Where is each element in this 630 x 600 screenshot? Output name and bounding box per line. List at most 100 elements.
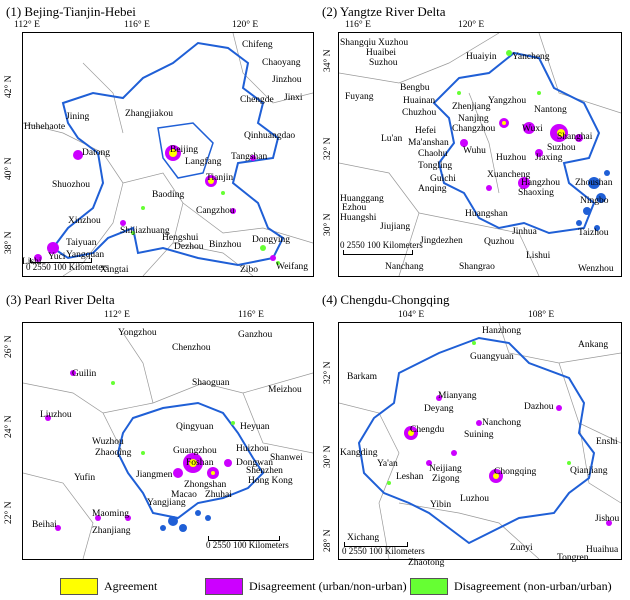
city-label: Huaihua: [586, 545, 619, 555]
city-label: Ezhou: [342, 203, 367, 213]
city-label: Zigong: [432, 474, 460, 484]
city-label: Lu'an: [381, 134, 403, 144]
city-label: Liuzhou: [40, 410, 72, 420]
city-label: Chaohu: [418, 149, 448, 159]
legend-item-nonurban-urban: Disagreement (non-urban/urban): [410, 577, 612, 595]
city-label: Yibin: [430, 500, 452, 510]
city-label: Luzhou: [460, 494, 490, 504]
city-label: Hong Kong: [248, 476, 293, 486]
city-label: Shuozhou: [52, 180, 90, 190]
city-label: Quzhou: [484, 237, 515, 247]
urban-nonurban-swatch: [205, 577, 243, 595]
city-label: Enshi: [596, 437, 618, 447]
city-label: Huzhou: [496, 153, 527, 163]
city-label: Zhaotong: [408, 558, 445, 568]
city-label: Yangquan: [66, 250, 105, 260]
city-label: Ganzhou: [238, 330, 273, 340]
city-label: Kangding: [340, 448, 378, 458]
panel-title: (3) Pearl River Delta: [6, 292, 115, 307]
city-label: Dazhou: [524, 402, 554, 412]
city-label: Beihai: [32, 520, 57, 530]
city-label: Beijing: [170, 145, 198, 155]
city-label: Nanjing: [458, 114, 489, 124]
city-label: Zibo: [240, 265, 258, 275]
lon-tick: 116° E: [238, 310, 264, 320]
city-label: Shenzhen: [246, 466, 283, 476]
map-frame: [22, 322, 314, 560]
lon-tick: 108° E: [528, 310, 555, 320]
city-label: Wuhu: [463, 146, 486, 156]
map-frame: [22, 32, 314, 277]
city-label: Shaoxing: [518, 188, 554, 198]
city-label: Dongying: [252, 235, 290, 245]
city-label: Zhenjiang: [452, 102, 491, 112]
city-label: Jiujiang: [380, 222, 411, 232]
city-label: Meizhou: [268, 385, 302, 395]
lat-tick: 38° N: [4, 231, 14, 254]
city-label: Yangjiang: [147, 498, 186, 508]
city-label: Ya'an: [377, 459, 398, 469]
city-label: Langfang: [185, 157, 222, 167]
scale-bar: [343, 250, 413, 255]
city-label: Zhangjiakou: [125, 109, 174, 119]
city-label: Ankang: [578, 340, 609, 350]
city-label: Shanwei: [270, 453, 303, 463]
city-label: Neijiang: [429, 464, 462, 474]
city-label: Jiangmen: [136, 470, 173, 480]
city-label: Nantong: [534, 105, 567, 115]
city-label: Macao: [171, 490, 197, 500]
city-label: Barkam: [347, 372, 378, 382]
legend-label: Disagreement (urban/non-urban): [249, 578, 407, 593]
city-label: Suzhou: [369, 58, 398, 68]
city-label: Shanghai: [557, 132, 593, 142]
city-label: Yancheng: [512, 52, 550, 62]
city-label: Chuzhou: [402, 108, 437, 118]
lat-tick: 30° N: [323, 445, 333, 468]
city-label: Nanchang: [385, 262, 424, 272]
scale-bar: [208, 536, 280, 541]
city-label: Yuci: [48, 252, 66, 262]
lat-tick: 28° N: [323, 529, 333, 552]
lon-tick: 116° E: [345, 20, 371, 30]
region-boundary: [432, 51, 601, 235]
city-label: Weifang: [276, 262, 308, 272]
city-label: Taiyuan: [66, 238, 97, 248]
city-label: Chenzhou: [172, 343, 211, 353]
lon-tick: 120° E: [458, 20, 485, 30]
city-label: Suzhou: [547, 143, 576, 153]
city-label: Zhaoqing: [95, 448, 132, 458]
city-label: Leshan: [396, 472, 424, 482]
city-label: Hengshui: [162, 233, 199, 243]
city-label: Cangzhou: [196, 206, 235, 216]
city-label: Dongwan: [236, 458, 273, 468]
city-label: Taizhou: [578, 228, 609, 238]
city-label: Zhoushan: [575, 178, 613, 188]
city-label: Shaoguan: [192, 378, 230, 388]
map-canvas: [23, 332, 313, 559]
city-label: Ningbo: [580, 196, 609, 206]
city-label: Lishui: [526, 251, 551, 261]
city-label: Qinhuangdao: [244, 131, 296, 141]
city-label: Hanzhong: [482, 326, 522, 336]
city-label: Hangzhou: [521, 178, 561, 188]
city-label: Huaiyin: [466, 52, 497, 62]
panel-title: (1) Bejing-Tianjin-Hebei: [6, 4, 136, 19]
city-label: Huizhou: [236, 444, 269, 454]
region-boundary: [357, 336, 596, 545]
city-label: Zhanjiang: [92, 526, 131, 536]
city-label: Jiaxing: [535, 153, 563, 163]
city-label: Guilin: [72, 369, 97, 379]
city-label: Jinhua: [512, 227, 537, 237]
city-label: Hefei: [415, 126, 437, 136]
lat-tick: 30° N: [323, 213, 333, 236]
city-label: Chengde: [240, 95, 274, 105]
lat-tick: 22° N: [4, 501, 14, 524]
city-label: Wenzhou: [578, 264, 614, 274]
city-label: Wuxi: [522, 124, 543, 134]
city-label: Xingtai: [100, 265, 129, 275]
city-label: Zhuhai: [205, 490, 232, 500]
lat-tick: 34° N: [323, 49, 333, 72]
lon-tick: 112° E: [14, 20, 40, 30]
legend-item-urban-nonurban: Disagreement (urban/non-urban): [205, 577, 407, 595]
city-label: Yufin: [74, 473, 96, 483]
